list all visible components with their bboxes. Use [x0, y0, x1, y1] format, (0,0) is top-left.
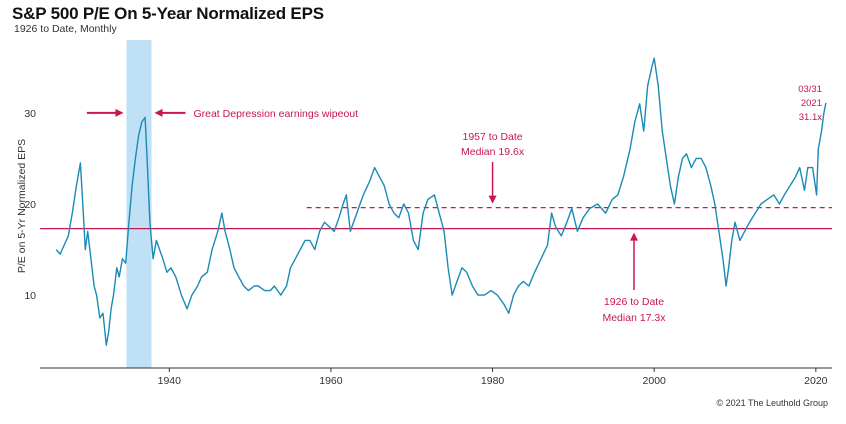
median-1926-value: Median 17.3x: [602, 312, 666, 324]
great-depression-label: Great Depression earnings wipeout: [193, 108, 358, 120]
chart-subtitle: 1926 to Date, Monthly: [14, 23, 117, 35]
up-arrow-icon: [630, 232, 638, 241]
y-tick-label-10: 10: [24, 290, 36, 302]
last-point-date: 03/31: [798, 84, 822, 95]
median-1957-label: 1957 to Date: [463, 131, 523, 143]
left-pointing-arrow-icon: [154, 108, 163, 117]
chart-title: S&P 500 P/E On 5-Year Normalized EPS: [12, 4, 324, 23]
x-tick-label-2020: 2020: [804, 375, 828, 387]
right-pointing-arrow-icon: [115, 108, 124, 117]
copyright-footer: © 2021 The Leuthold Group: [716, 398, 828, 408]
pe-series-line: [55, 57, 827, 346]
x-tick-label-2000: 2000: [643, 375, 667, 387]
y-tick-label-20: 20: [24, 199, 36, 211]
last-point-year: 2021: [801, 98, 822, 109]
median-1926-label: 1926 to Date: [604, 296, 664, 308]
y-tick-label-30: 30: [24, 108, 36, 120]
x-tick-label-1940: 1940: [158, 375, 182, 387]
last-point-value: 31.1x: [799, 112, 822, 123]
x-tick-label-1980: 1980: [481, 375, 505, 387]
median-1957-value: Median 19.6x: [461, 146, 525, 158]
x-tick-label-1960: 1960: [319, 375, 343, 387]
down-arrow-icon: [488, 195, 497, 204]
